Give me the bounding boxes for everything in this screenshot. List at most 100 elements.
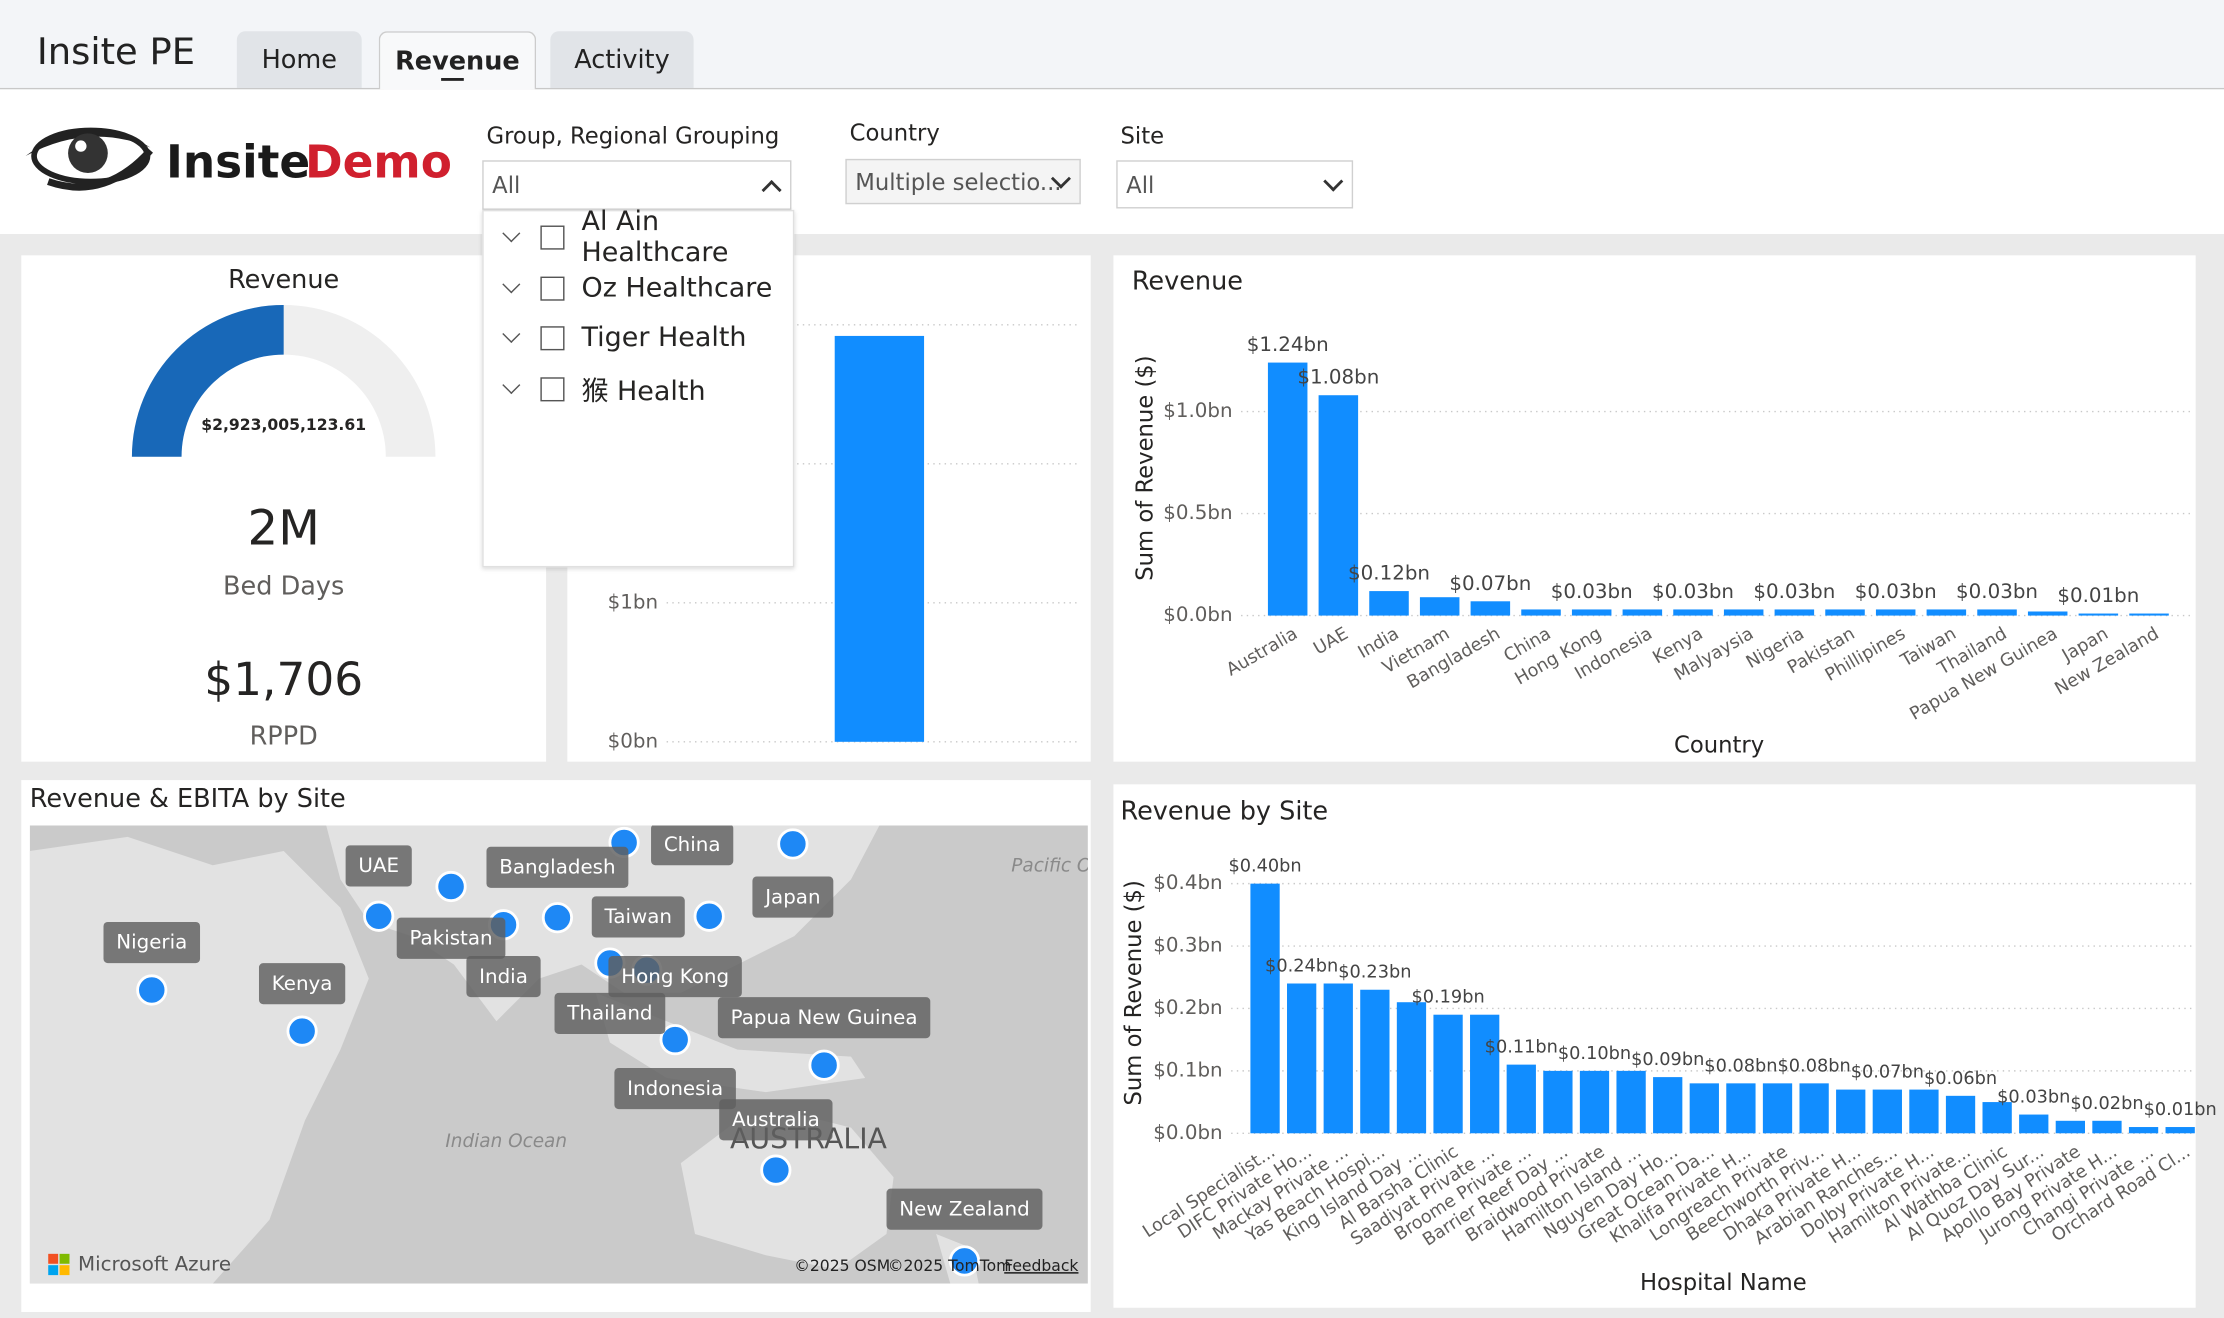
data-label: $0.40bn (1228, 857, 1301, 877)
app-title: Insite PE (36, 31, 196, 74)
y-tick-label: $1bn (608, 590, 658, 613)
map-feedback[interactable]: Feedback (1004, 1257, 1078, 1275)
bar (1616, 1070, 1646, 1134)
bar (1506, 1064, 1536, 1134)
y-tick-label: $0.0bn (1153, 1121, 1222, 1144)
y-tick-label: $0.1bn (1153, 1058, 1222, 1081)
bar (1433, 1014, 1463, 1134)
location-badge (719, 1099, 833, 1141)
data-label: $0.03bn (1753, 580, 1835, 603)
filter-value: Multiple selectio... (855, 168, 1062, 196)
data-label: $0.24bn (1265, 956, 1338, 976)
data-label: $0.07bn (1449, 572, 1531, 595)
bar (1543, 1070, 1573, 1134)
location-badge (717, 997, 931, 1039)
bar (1521, 609, 1561, 616)
location-badge (651, 825, 734, 866)
x-axis-title: Country (1674, 733, 1764, 759)
filter-dropdown[interactable]: Multiple selectio... (845, 158, 1081, 205)
y-axis-title: Sum of Revenue ($) (1133, 355, 1159, 580)
map-marker[interactable] (541, 902, 574, 934)
bar (1396, 1002, 1427, 1134)
tab-underline (441, 78, 464, 81)
location-label: Australia (732, 1108, 820, 1131)
data-label: $0.03bn (1997, 1088, 2070, 1108)
location-label: Thailand (566, 1002, 652, 1025)
data-label: $0.10bn (1558, 1044, 1631, 1064)
dropdown-item[interactable]: Oz Healthcare (484, 267, 793, 310)
ocean-label: Indian Ocean (445, 1131, 567, 1152)
bar (2092, 1120, 2122, 1134)
location-badge (466, 955, 541, 998)
bar (1470, 601, 1511, 616)
data-label: $0.09bn (1631, 1050, 1704, 1070)
map-marker[interactable] (286, 1015, 318, 1047)
bar (2128, 1127, 2159, 1134)
map-brand: Microsoft Azure (78, 1253, 231, 1276)
gauge-fill (131, 304, 284, 457)
location-label: New Zealand (899, 1197, 1029, 1220)
map-marker[interactable] (363, 900, 395, 932)
map-title: Revenue & EBITA by Site (30, 784, 346, 814)
tab[interactable]: Activity (550, 31, 694, 88)
tab[interactable]: Home (236, 31, 362, 88)
bar (1323, 983, 1353, 1134)
item-label: Oz Healthcare (581, 272, 773, 304)
filter-dropdown[interactable]: All (1116, 160, 1354, 209)
data-label: $0.08bn (1704, 1056, 1777, 1076)
location-label: Taiwan (604, 905, 672, 928)
map-marker[interactable] (435, 870, 467, 903)
dropdown-item[interactable]: Tiger Health (484, 316, 793, 359)
data-label: $0.23bn (1338, 963, 1411, 983)
chart-title: Revenue by Site (1121, 797, 1329, 827)
location-label: Pakistan (409, 926, 492, 949)
filter-dropdown[interactable]: All (482, 160, 792, 210)
location-badge (608, 955, 742, 998)
data-label: $1.24bn (1247, 333, 1329, 356)
map-marker[interactable] (808, 1049, 840, 1081)
location-label: UAE (358, 854, 399, 877)
location-label: Indonesia (627, 1077, 723, 1100)
bar (1287, 983, 1317, 1134)
map-marker[interactable] (777, 828, 809, 860)
filter-label: Site (1120, 121, 1165, 149)
bar (1470, 1014, 1500, 1134)
kpi-label: RPPD (249, 721, 318, 752)
bar (1673, 609, 1713, 616)
bar (1250, 883, 1280, 1134)
map-marker[interactable] (948, 1245, 981, 1277)
kpi-value: 2M (247, 500, 320, 558)
map-marker[interactable] (136, 974, 168, 1006)
item-label: 猴 Health (581, 375, 706, 407)
bar (1723, 609, 1764, 616)
x-axis-title: Hospital Name (1640, 1270, 1807, 1296)
bar (1982, 1102, 2012, 1134)
bar (1926, 609, 1967, 616)
location-label: Bangladesh (499, 856, 615, 879)
map-credit: ©2025 TomTom (888, 1257, 1011, 1275)
location-badge (486, 846, 629, 888)
data-label: $0.01bn (2057, 584, 2139, 607)
x-tick-label: Australia (1223, 624, 1301, 681)
brand-logo (48, 1265, 59, 1276)
data-label: $1.08bn (1297, 366, 1379, 389)
kpi-value: $1,706 (204, 652, 364, 707)
map-marker[interactable] (760, 1154, 792, 1186)
location-badge (258, 963, 346, 1005)
bar (1875, 609, 1916, 616)
filter-label: Group, Regional Grouping (486, 121, 780, 149)
dropdown-item[interactable]: 猴 Health (484, 367, 793, 410)
location-label: China (664, 833, 721, 856)
bar (1909, 1089, 1939, 1134)
location-badge (752, 876, 834, 918)
filter-strip (0, 89, 2224, 235)
tab-active[interactable]: Revenue (378, 31, 537, 90)
location-badge (554, 992, 666, 1034)
data-label: $0.03bn (1956, 580, 2038, 603)
map-marker[interactable] (659, 1024, 691, 1056)
map-marker[interactable] (693, 900, 725, 932)
data-label: $0.02bn (2070, 1094, 2143, 1114)
dropdown-item[interactable]: Al Ain Healthcare (484, 206, 793, 268)
